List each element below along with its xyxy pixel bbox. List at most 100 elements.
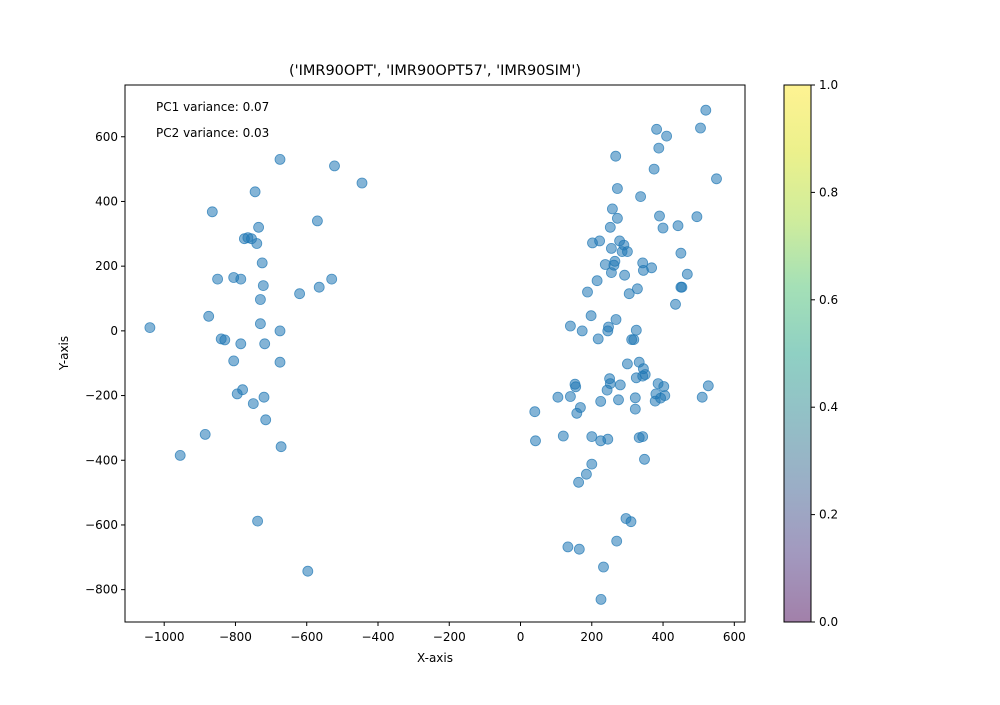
y-tick-label: 200: [95, 259, 118, 273]
scatter-point-125: [661, 130, 672, 142]
scatter-point-84: [612, 212, 623, 224]
scatter-point-111: [639, 453, 650, 465]
scatter-point-90: [619, 269, 630, 281]
colorbar-tick-label: 0.6: [819, 293, 838, 307]
scatter-point-74: [604, 221, 616, 233]
scatter-point-99: [629, 392, 641, 404]
scatter-point-17: [247, 398, 259, 410]
x-tick-label: −800: [219, 630, 252, 644]
scatter-point-31: [274, 356, 286, 368]
scatter-point-20: [252, 515, 264, 527]
scatter-point-50: [573, 476, 584, 488]
scatter-point-7: [219, 334, 231, 346]
scatter-point-123: [658, 381, 670, 392]
scatter-point-62: [594, 235, 605, 247]
colorbar-tick-label: 1.0: [819, 78, 838, 92]
scatter-point-82: [611, 535, 623, 547]
scatter-point-56: [585, 310, 597, 322]
scatter-point-24: [256, 257, 268, 269]
x-tick-label: −200: [433, 630, 466, 644]
scatter-point-33: [294, 288, 306, 300]
x-tick-label: −1000: [144, 630, 185, 644]
y-tick-label: −200: [85, 389, 118, 403]
scatter-point-44: [562, 541, 574, 553]
y-tick-label: −800: [85, 583, 118, 597]
scatter-point-134: [696, 391, 708, 403]
x-tick-label: 400: [652, 630, 675, 644]
scatter-point-130: [676, 281, 688, 293]
scatter-point-136: [702, 380, 714, 392]
scatter-point-66: [598, 561, 609, 573]
x-tick-label: −600: [290, 630, 323, 644]
scatter-point-124: [659, 390, 671, 402]
y-tick-label: −600: [85, 518, 118, 532]
colorbar-tick-label: 0.8: [819, 185, 838, 199]
scatter-point-85: [613, 394, 624, 406]
colorbar: 0.0 0.2 0.4 0.6 0.8 1.0: [783, 78, 838, 629]
scatter-point-75: [606, 242, 617, 254]
scatter-point-83: [612, 183, 623, 194]
scatter-point-1: [174, 449, 186, 461]
chart-title: ('IMR90OPT', 'IMR90OPT57', 'IMR90SIM'): [289, 63, 581, 79]
scatter-point-133: [695, 122, 706, 134]
scatter-point-132: [691, 211, 703, 223]
scatter-point-107: [637, 431, 649, 443]
scatter-point-42: [552, 391, 564, 403]
scatter-point-80: [610, 150, 622, 162]
scatter-point-73: [604, 378, 616, 390]
scatter-point-2: [199, 428, 211, 440]
colorbar-tick-label: 0.4: [819, 400, 838, 414]
scatter-point-87: [614, 379, 626, 391]
scatter-point-12: [235, 338, 247, 350]
scatter-point-112: [639, 369, 651, 380]
scatter-point-23: [254, 318, 266, 330]
colorbar-frame: [783, 84, 812, 623]
scatter-point-26: [258, 391, 270, 403]
scatter-point-25: [257, 280, 269, 292]
scatter-point-120: [654, 210, 665, 222]
scatter-point-137: [711, 173, 722, 185]
scatter-point-113: [646, 262, 657, 274]
scatter-point-60: [591, 275, 603, 287]
colorbar-tick-label: 0.2: [819, 508, 838, 522]
scatter-point-95: [625, 516, 637, 528]
scatter-point-71: [603, 321, 614, 333]
scatter-point-98: [629, 403, 641, 415]
scatter-point-27: [259, 338, 271, 350]
scatter-point-36: [313, 281, 325, 293]
scatter-point-45: [565, 391, 576, 402]
scatter-point-117: [651, 123, 662, 135]
scatter-point-37: [326, 273, 338, 285]
scatter-point-93: [622, 358, 633, 370]
x-tick-label: −400: [362, 630, 395, 644]
scatter-point-54: [581, 468, 592, 480]
scatter-point-55: [582, 286, 593, 298]
scatter-point-79: [609, 255, 621, 267]
scatter-point-131: [681, 268, 693, 280]
scatter-point-46: [565, 320, 576, 332]
scatter-point-122: [657, 222, 669, 234]
scatter-point-18: [249, 186, 261, 198]
scatter-point-39: [356, 177, 368, 189]
scatter-point-100: [630, 324, 642, 336]
scatter-point-94: [623, 288, 635, 300]
scatter-point-61: [592, 333, 604, 345]
scatter-point-41: [530, 435, 541, 447]
scatter-point-58: [586, 458, 598, 470]
scatter-point-51: [573, 543, 585, 555]
scatter-point-52: [575, 402, 586, 413]
points-layer: [144, 104, 722, 605]
scatter-point-9: [228, 355, 240, 367]
x-axis-label: X-axis: [417, 651, 453, 665]
scatter-point-35: [311, 215, 323, 227]
scatter-point-126: [670, 298, 681, 310]
y-tick-label: −400: [85, 453, 118, 467]
plot-frame: [124, 84, 746, 623]
scatter-point-77: [607, 203, 618, 215]
scatter-point-53: [576, 325, 588, 337]
x-tick-label: 200: [580, 630, 603, 644]
x-tick-label: 600: [723, 630, 746, 644]
scatter-point-97: [628, 334, 640, 346]
